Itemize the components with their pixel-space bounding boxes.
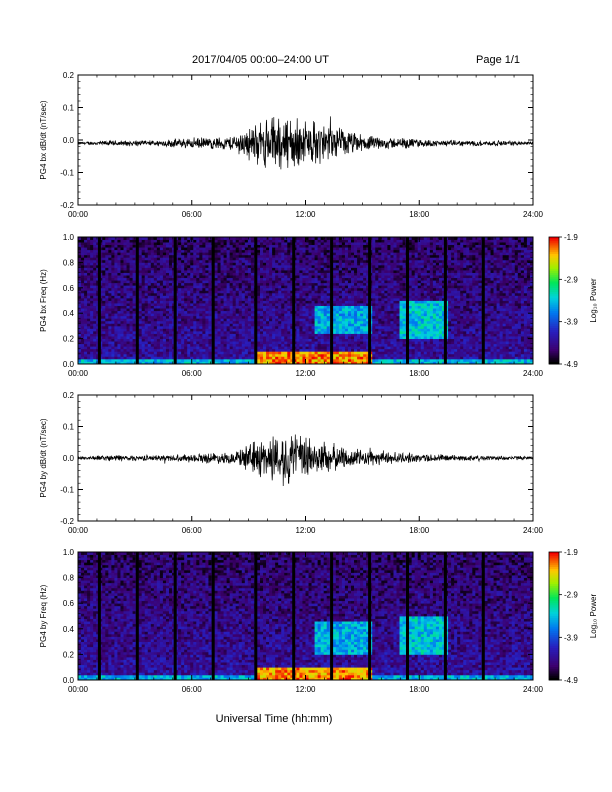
data-gap [173,552,177,680]
colorbar-tick-label: -3.9 [564,318,578,327]
waveform-line [77,434,534,487]
colorbar-tick-label: -4.9 [564,676,578,685]
data-gap [406,237,409,364]
panel-2 [77,236,534,365]
colorbar-tick-label: -1.9 [564,233,578,242]
y-axis-label: PG4 bx dB/dt (nT/sec) [39,100,48,179]
panel-4 [77,551,534,681]
data-gap [211,237,215,364]
x-tick-label: 18:00 [409,369,430,378]
panel-3 [77,394,534,522]
y-tick-label: -0.2 [60,517,74,526]
x-tick-label: 24:00 [523,369,544,378]
y-tick-label: -0.2 [60,201,74,210]
x-tick-label: 00:00 [68,526,89,535]
colorbar-tick-label: -1.9 [564,548,578,557]
x-tick-label: 18:00 [409,685,430,694]
y-tick-label: 0.2 [63,391,75,400]
data-gap [368,552,372,680]
data-gap [330,552,334,680]
y-tick-label: 0.0 [63,454,75,463]
x-tick-label: 24:00 [523,210,544,219]
x-tick-label: 18:00 [409,526,430,535]
y-tick-label: 1.0 [63,233,75,242]
data-gap [254,237,258,364]
colorbar-tick-label: -2.9 [564,591,578,600]
y-tick-label: 0.6 [63,284,75,293]
colorbar-frame [548,236,560,365]
y-tick-label: 0.0 [63,136,75,145]
data-gap [368,237,372,364]
y-axis-label: PG4 by Freq (Hz) [39,584,48,647]
data-gap [173,237,177,364]
colorbar-label: Log₁₀ Power [589,278,598,323]
x-tick-label: 24:00 [523,526,544,535]
colorbar-2 [548,236,562,365]
y-tick-label: 0.8 [63,574,75,583]
x-tick-label: 12:00 [295,526,316,535]
x-tick-label: 06:00 [182,526,203,535]
y-tick-label: 0.1 [63,104,75,113]
y-tick-label: 0.6 [63,599,75,608]
colorbar-label: Log₁₀ Power [589,594,598,639]
data-gap [135,237,139,364]
y-tick-label: -0.1 [60,169,74,178]
x-tick-label: 00:00 [68,685,89,694]
x-tick-label: 00:00 [68,369,89,378]
data-gap [481,237,485,364]
data-gap [443,552,447,680]
data-gap [292,237,296,364]
colorbar-4 [548,551,562,681]
page-number: Page 1/1 [476,54,521,66]
x-tick-label: 24:00 [523,685,544,694]
y-tick-label: 0.1 [63,423,75,432]
x-tick-label: 18:00 [409,210,430,219]
panel-1 [77,74,534,206]
data-gap [481,552,485,680]
y-tick-label: 1.0 [63,548,75,557]
x-tick-label: 06:00 [182,210,203,219]
y-tick-label: 0.4 [63,309,75,318]
data-gap [330,237,334,364]
y-axis-label: PG4 bx Freq (Hz) [39,269,48,332]
figure-title: 2017/04/05 00:00–24:00 UT [192,54,330,66]
x-tick-label: 06:00 [182,685,203,694]
x-tick-label: 12:00 [295,210,316,219]
data-gap [97,552,101,680]
colorbar-tick-label: -4.9 [564,360,578,369]
data-gap [406,552,409,680]
x-tick-label: 12:00 [295,685,316,694]
y-tick-label: -0.1 [60,486,74,495]
y-tick-label: 0.0 [63,676,75,685]
y-tick-label: 0.0 [63,360,75,369]
x-tick-label: 06:00 [182,369,203,378]
y-tick-label: 0.2 [63,71,75,80]
x-axis-title: Universal Time (hh:mm) [216,713,333,725]
colorbar-tick-label: -2.9 [564,275,578,284]
x-tick-label: 12:00 [295,369,316,378]
data-gap [254,552,258,680]
data-gap [135,552,139,680]
x-tick-label: 00:00 [68,210,89,219]
data-gap [211,552,215,680]
data-gap [97,237,101,364]
y-tick-label: 0.8 [63,258,75,267]
waveform-line [77,116,534,170]
data-gap [443,237,447,364]
plot-frame [77,74,534,206]
y-tick-label: 0.2 [63,335,75,344]
colorbar-frame [548,551,560,681]
y-axis-label: PG4 by dB/dt (nT/sec) [39,418,48,497]
y-tick-label: 0.4 [63,625,75,634]
data-gap [292,552,296,680]
colorbar-tick-label: -3.9 [564,633,578,642]
y-tick-label: 0.2 [63,650,75,659]
